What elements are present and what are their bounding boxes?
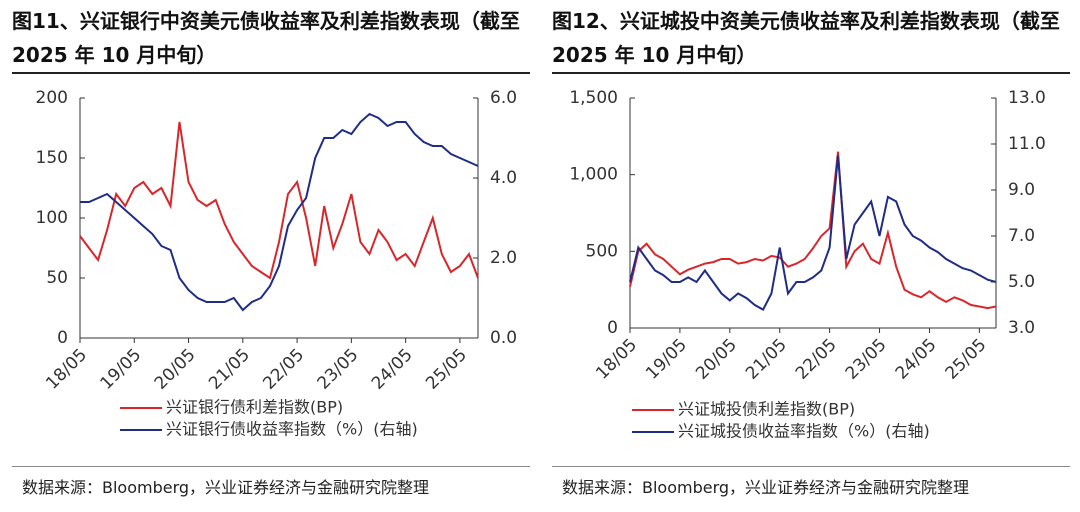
x-tick-label: 24/05 (368, 345, 417, 394)
series-line (80, 112, 479, 312)
x-tick-label: 21/05 (205, 345, 254, 394)
y2-tick-label: 2.0 (490, 248, 517, 268)
y2-tick-label: 0.0 (490, 328, 517, 348)
x-tick-label: 25/05 (422, 345, 471, 394)
x-tick-label: 19/05 (642, 335, 691, 384)
x-tick-label: 22/05 (259, 345, 308, 394)
legend-label: 兴证银行债利差指数(BP) (166, 398, 343, 417)
y-tick-label: 200 (36, 88, 68, 108)
y2-tick-label: 3.0 (1008, 318, 1035, 338)
y2-tick-label: 13.0 (1008, 88, 1046, 108)
y2-tick-label: 5.0 (1008, 272, 1035, 292)
series-line (79, 121, 479, 280)
y-tick-label: 1,500 (569, 88, 618, 108)
y-tick-label: 0 (607, 318, 618, 338)
legend-label: 兴证银行债收益率指数（%）(右轴) (166, 420, 418, 439)
x-tick-label: 23/05 (842, 335, 891, 384)
rule (552, 72, 1070, 74)
x-tick-label: 18/05 (592, 335, 641, 384)
y-tick-label: 50 (46, 268, 68, 288)
y2-tick-label: 11.0 (1008, 134, 1046, 154)
x-tick-label: 19/05 (97, 345, 146, 394)
chart: 0 500 1,000 1,500 3.0 5.0 7.0 9.0 11.0 13.0 18/05 1… (569, 88, 1046, 441)
x-tick-label: 20/05 (151, 345, 200, 394)
panel: 图12、兴证城投中资美元债收益率及利差指数表现（截至 2025 年 10 月中旬… (540, 0, 1070, 512)
rule (12, 72, 530, 74)
y-tick-label: 100 (36, 208, 68, 228)
rule (12, 466, 530, 467)
source: 数据来源：Bloomberg，兴业证券经济与金融研究院整理 (562, 478, 970, 497)
legend-label: 兴证城投债收益率指数（%）(右轴) (678, 422, 930, 441)
x-tick-label: 22/05 (792, 335, 841, 384)
y2-tick-label: 9.0 (1008, 180, 1035, 200)
chart-title: 图12、兴证城投中资美元债收益率及利差指数表现（截至 2025 年 10 月中旬… (552, 9, 1060, 67)
source: 数据来源：Bloomberg，兴业证券经济与金融研究院整理 (22, 478, 430, 497)
y2-tick-label: 4.0 (490, 168, 517, 188)
legend-label: 兴证城投债利差指数(BP) (678, 400, 855, 419)
y2-tick-label: 6.0 (490, 88, 517, 108)
x-tick-label: 18/05 (42, 345, 91, 394)
rule (552, 466, 1070, 467)
x-tick-label: 20/05 (692, 335, 741, 384)
x-tick-label: 24/05 (892, 335, 941, 384)
y-tick-label: 0 (57, 328, 68, 348)
y-tick-label: 150 (36, 148, 68, 168)
panel: 图11、兴证银行中资美元债收益率及利差指数表现（截至 2025 年 10 月中旬… (0, 0, 530, 512)
x-tick-label: 25/05 (942, 335, 991, 384)
x-tick-label: 21/05 (742, 335, 791, 384)
series-line (629, 151, 997, 310)
y-tick-label: 500 (586, 241, 618, 261)
x-tick-label: 23/05 (314, 345, 363, 394)
chart-title: 图11、兴证银行中资美元债收益率及利差指数表现（截至 2025 年 10 月中旬… (12, 9, 520, 67)
y-tick-label: 1,000 (569, 165, 618, 185)
y2-tick-label: 7.0 (1008, 226, 1035, 246)
series-line (629, 155, 997, 311)
